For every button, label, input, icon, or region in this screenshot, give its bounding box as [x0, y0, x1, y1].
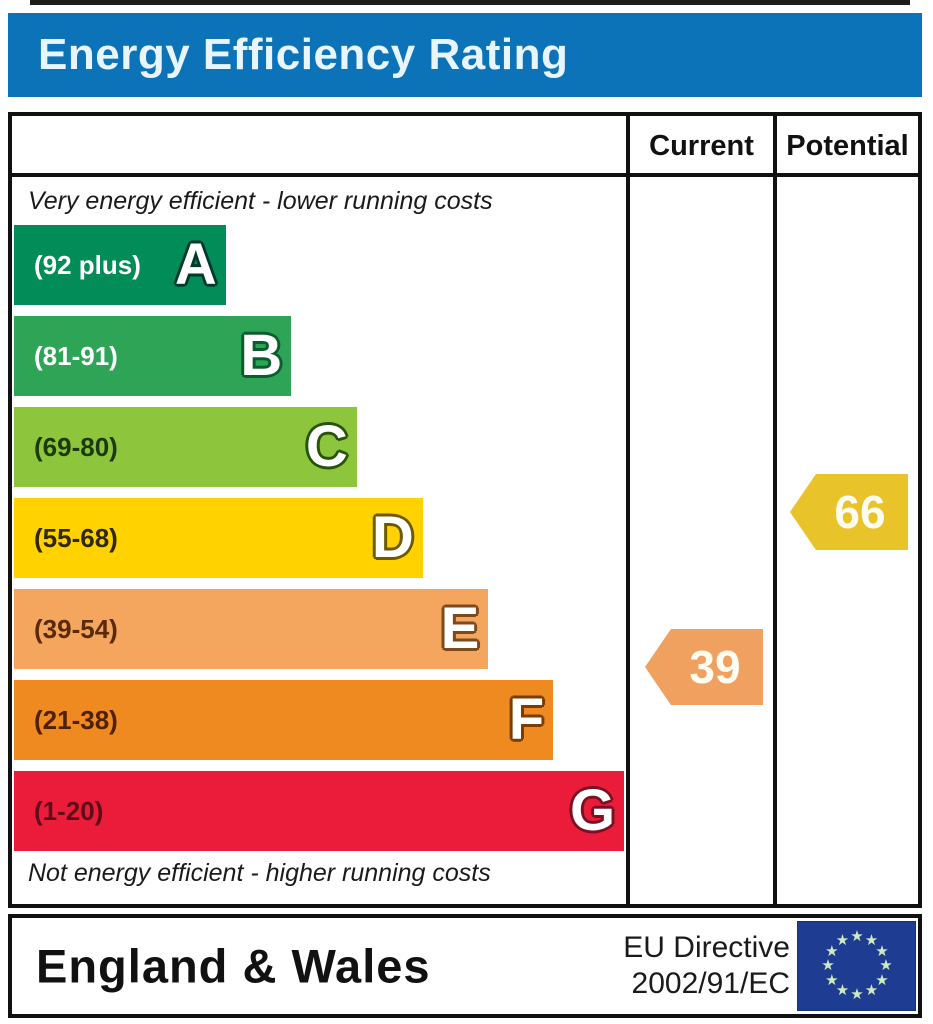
eu-star-icon: ★: [850, 986, 864, 1003]
current-column-header: Current: [649, 130, 754, 162]
band-D: (55-68) D: [14, 498, 423, 578]
band-range-label: (39-54): [34, 613, 118, 644]
band-range-label: (1-20): [34, 795, 104, 826]
footer-bar: England & Wales EU Directive 2002/91/EC …: [8, 914, 922, 1018]
potential-rating-arrow: 66: [790, 474, 908, 550]
epc-chart-content: Current Potential Very energy efficient …: [12, 116, 918, 904]
band-letter: C: [305, 414, 348, 479]
band-range-label: (21-38): [34, 704, 118, 735]
eu-directive-text: EU Directive 2002/91/EC: [623, 930, 790, 1002]
region-label: England & Wales: [36, 939, 431, 993]
column-divider: [626, 116, 630, 904]
band-F: (21-38) F: [14, 680, 554, 760]
eu-star-icon: ★: [875, 971, 889, 989]
epc-chart: Current Potential Very energy efficient …: [8, 112, 922, 908]
band-letter: E: [440, 596, 480, 661]
table-header-row: [12, 116, 918, 177]
potential-rating-value: 66: [834, 486, 886, 538]
band-letter: B: [240, 323, 283, 388]
band-range-label: (81-91): [34, 340, 118, 371]
band-letter: F: [508, 687, 545, 752]
eu-star-icon: ★: [835, 982, 850, 1000]
page-title: Energy Efficiency Rating: [38, 30, 569, 79]
band-range-label: (92 plus): [34, 249, 141, 280]
band-range-label: (69-80): [34, 431, 118, 462]
potential-column-header: Potential: [786, 130, 909, 162]
band-letter: G: [570, 778, 616, 843]
title-bar: Energy Efficiency Rating: [8, 13, 922, 97]
eu-star-icon: ★: [825, 942, 839, 960]
eu-star-icon: ★: [864, 982, 879, 1000]
eu-directive-line2: 2002/91/EC: [631, 967, 790, 1000]
top-note: Very energy efficient - lower running co…: [28, 187, 493, 215]
eu-star-icon: ★: [864, 931, 879, 949]
band-E: (39-54) E: [14, 589, 489, 669]
eu-star-icon: ★: [850, 928, 864, 945]
column-divider: [773, 116, 777, 904]
band-B: (81-91) B: [14, 316, 292, 396]
band-range-label: (55-68): [34, 522, 118, 553]
band-G: (1-20) G: [14, 771, 625, 851]
eu-star-icon: ★: [825, 971, 839, 989]
band-C: (69-80) C: [14, 407, 357, 487]
current-rating-value: 39: [689, 641, 741, 693]
eu-flag-icon: ★ ★ ★ ★ ★ ★ ★ ★ ★ ★ ★ ★: [797, 921, 916, 1011]
bottom-note: Not energy efficient - higher running co…: [28, 859, 491, 887]
eu-star-icon: ★: [835, 931, 850, 949]
band-letter: A: [174, 232, 217, 297]
eu-star-icon: ★: [875, 942, 889, 960]
band-letter: D: [371, 505, 414, 570]
band-list: (92 plus) A (81-91) B (69-80) C (55-68) D (39-54…: [14, 225, 626, 862]
eu-directive-line1: EU Directive: [623, 931, 790, 964]
band-A: (92 plus) A: [14, 225, 226, 305]
current-rating-arrow: 39: [645, 629, 763, 705]
eu-star-icon: ★: [821, 957, 835, 974]
top-edge-artifact: [30, 0, 910, 5]
eu-star-icon: ★: [879, 957, 893, 974]
